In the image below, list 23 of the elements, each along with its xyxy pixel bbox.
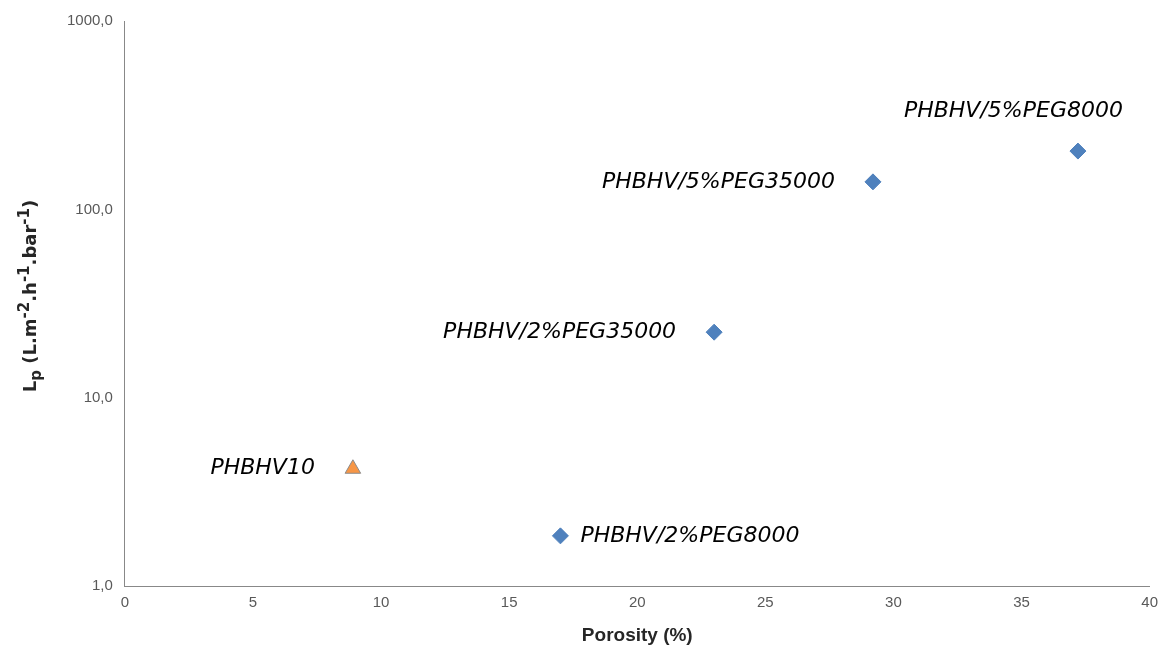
annotation: PHBHV/2%PEG8000 (580, 521, 800, 547)
x-axis-title: Porosity (%) (581, 623, 693, 645)
y-tick-label: 100,0 (75, 199, 113, 217)
x-tick-label: 40 (1141, 593, 1158, 611)
x-tick-label: 5 (248, 593, 258, 611)
x-tick-label: 15 (500, 593, 518, 611)
x-tick-label: 25 (757, 593, 774, 611)
point (864, 173, 882, 191)
point (551, 527, 569, 545)
y-tick-label: 1,0 (92, 576, 113, 594)
x-tick-label: 0 (120, 593, 130, 611)
point (1069, 142, 1087, 160)
x-tick-label: 30 (885, 593, 902, 611)
x-tick-label: 35 (1013, 593, 1030, 611)
y-tick-label: 10,0 (83, 387, 113, 405)
annotation: PHBHV/2%PEG35000 (443, 317, 677, 343)
annotation: PHBHV/5%PEG35000 (601, 167, 835, 193)
y-tick-label: 1000,0 (66, 11, 113, 29)
x-tick-label: 10 (372, 593, 390, 611)
annotation: PHBHV10 (210, 454, 315, 480)
x-tick-label: 20 (628, 593, 646, 611)
annotation: PHBHV/5%PEG8000 (903, 96, 1123, 122)
point (705, 323, 723, 341)
